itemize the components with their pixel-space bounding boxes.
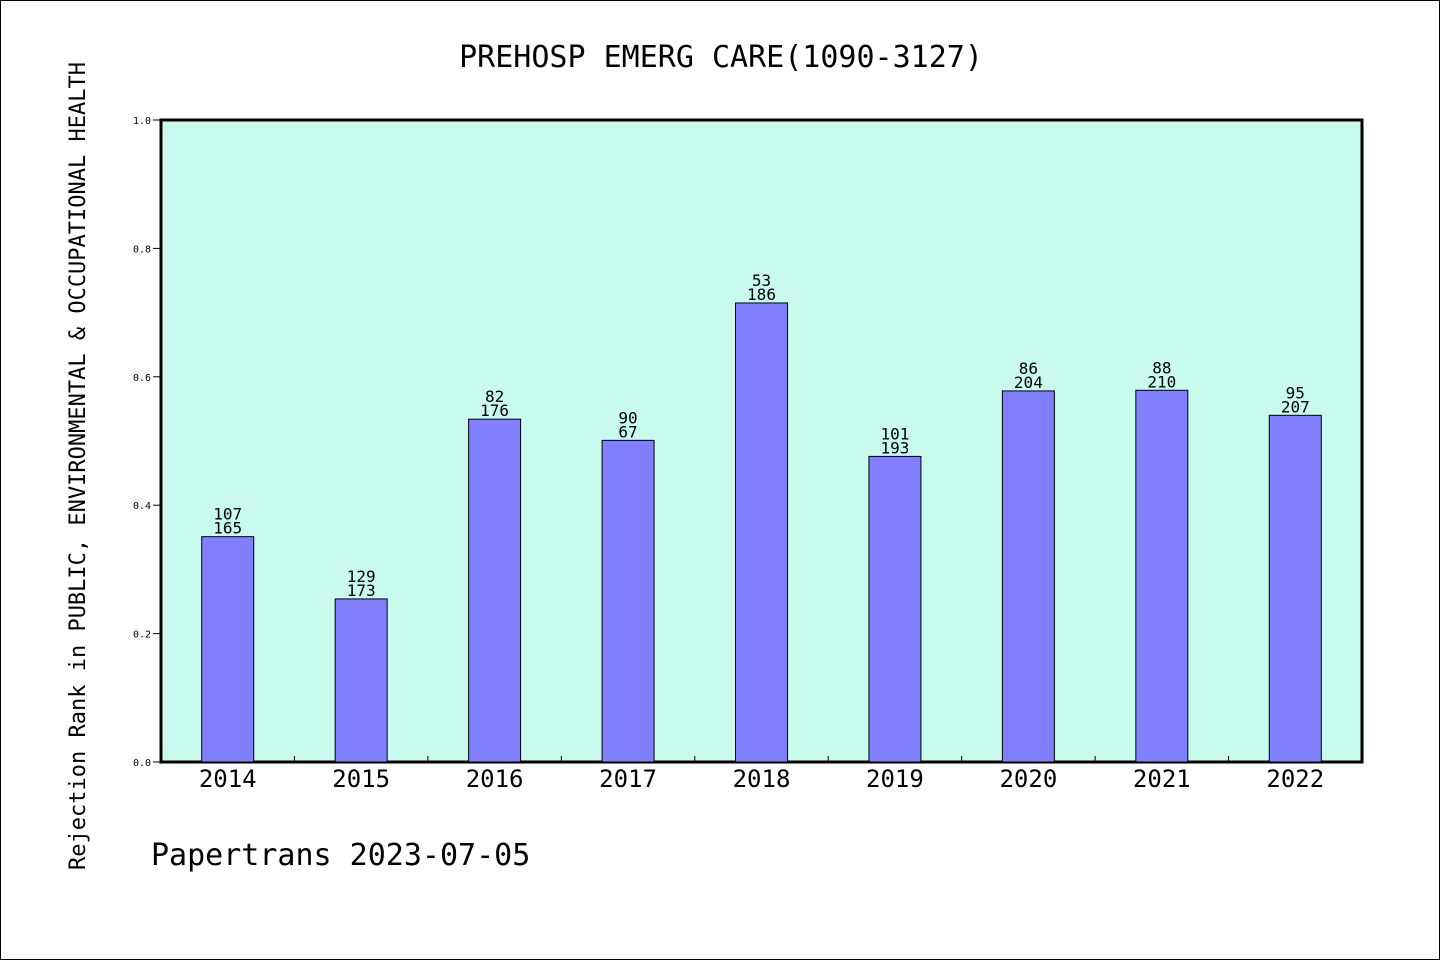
- bar: [1001, 390, 1055, 763]
- bar-label-bottom: 67: [618, 422, 637, 441]
- y-tick-label: 0.6: [133, 373, 151, 384]
- y-tick-label: 0.8: [133, 244, 151, 255]
- bar-label-bottom: 193: [880, 438, 909, 457]
- x-tick-label: 2022: [1266, 765, 1324, 793]
- x-tick-label: 2016: [466, 765, 524, 793]
- x-tick-label: 2014: [199, 765, 257, 793]
- x-tick-label: 2015: [332, 765, 390, 793]
- bar-series: [201, 302, 1322, 763]
- bar: [868, 455, 922, 763]
- bar-label-top: 95: [1286, 383, 1305, 402]
- bar: [201, 536, 255, 763]
- x-tick-label: 2019: [866, 765, 924, 793]
- bar: [1135, 389, 1189, 763]
- bar-label-bottom: 176: [480, 401, 509, 420]
- bar: [1268, 414, 1322, 763]
- bar-label-bottom: 173: [347, 581, 376, 600]
- y-axis-label: Rejection Rank in PUBLIC, ENVIRONMENTAL …: [66, 62, 91, 870]
- bar-label-top: 82: [485, 387, 504, 406]
- y-axis-ticks: 0.0 0.2 0.4 0.6 0.8 1.0: [133, 116, 161, 769]
- y-tick-label: 0.2: [133, 630, 151, 641]
- bar-label-bottom: 186: [747, 285, 776, 304]
- bar-label-bottom: 207: [1281, 397, 1310, 416]
- bar-label-top: 101: [880, 424, 909, 443]
- y-tick-label: 0.4: [133, 501, 151, 512]
- bar-label-bottom: 165: [213, 519, 242, 538]
- footer-credit: Papertrans 2023-07-05: [151, 838, 530, 873]
- y-tick-label: 1.0: [133, 116, 151, 127]
- bar-label-top: 88: [1152, 358, 1171, 377]
- bar-label-top: 129: [347, 567, 376, 586]
- bar-label-top: 86: [1019, 359, 1038, 378]
- x-tick-label: 2021: [1133, 765, 1191, 793]
- x-tick-label: 2018: [733, 765, 791, 793]
- bar-label-bottom: 210: [1147, 372, 1176, 391]
- chart-title: PREHOSP EMERG CARE(1090-3127): [459, 40, 983, 75]
- x-tick-label: 2020: [999, 765, 1057, 793]
- bar: [735, 302, 788, 763]
- bar-label-top: 90: [618, 408, 637, 427]
- bar: [468, 418, 522, 763]
- bar: [334, 598, 388, 763]
- y-tick-label: 0.0: [133, 758, 151, 769]
- bar-label-top: 107: [213, 505, 242, 524]
- bar: [601, 439, 655, 763]
- bar-label-bottom: 204: [1014, 373, 1043, 392]
- bar-label-top: 53: [752, 271, 771, 290]
- x-axis-ticks: [293, 756, 1230, 762]
- x-tick-label: 2017: [599, 765, 657, 793]
- x-axis-tick-labels: 2014 2015 2016 2017 2018 2019 2020 2021 2022: [199, 765, 1324, 793]
